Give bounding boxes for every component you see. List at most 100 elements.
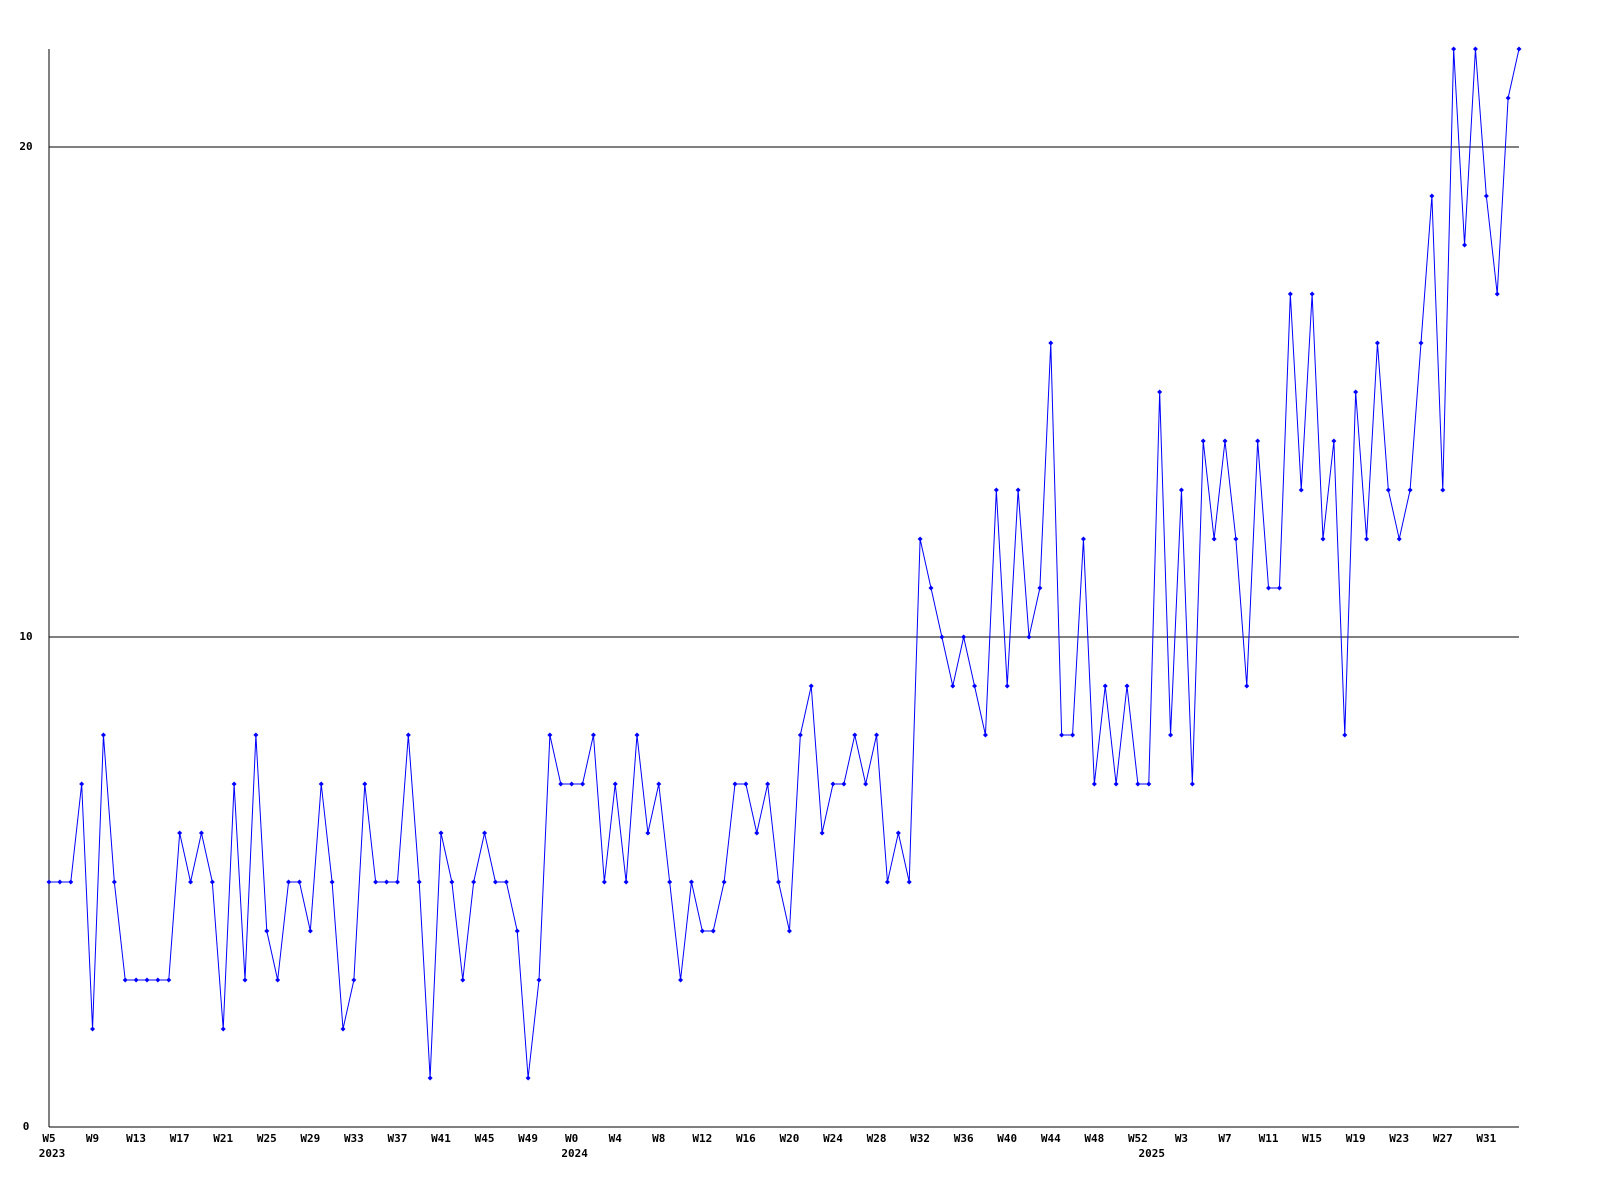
data-point <box>394 879 400 885</box>
data-point <box>471 879 477 885</box>
x-tick-label: W52 <box>1128 1132 1148 1145</box>
data-point <box>928 585 934 591</box>
data-point <box>318 781 324 787</box>
x-tick-label: W37 <box>388 1132 408 1145</box>
data-point <box>830 781 836 787</box>
data-point <box>1233 536 1239 542</box>
x-tick-label: W9 <box>86 1132 99 1145</box>
x-tick-label: W11 <box>1259 1132 1279 1145</box>
data-point <box>580 781 586 787</box>
data-point <box>503 879 509 885</box>
x-tick-label: W0 <box>565 1132 578 1145</box>
data-point <box>678 977 684 983</box>
data-point <box>1266 585 1272 591</box>
data-point <box>972 683 978 689</box>
data-point <box>351 977 357 983</box>
data-point <box>819 830 825 836</box>
data-point <box>906 879 912 885</box>
data-point <box>405 732 411 738</box>
data-point <box>939 634 945 640</box>
x-tick-label: W17 <box>170 1132 190 1145</box>
data-point <box>1385 487 1391 493</box>
data-point <box>46 879 52 885</box>
data-point <box>1429 193 1435 199</box>
x-year-label: 2023 <box>39 1147 66 1160</box>
data-point <box>373 879 379 885</box>
x-tick-label: W21 <box>213 1132 233 1145</box>
data-point <box>1418 340 1424 346</box>
y-tick-label: 10 <box>19 630 32 643</box>
data-point <box>1276 585 1282 591</box>
data-point <box>667 879 673 885</box>
data-point <box>1244 683 1250 689</box>
data-point <box>1135 781 1141 787</box>
data-point <box>242 977 248 983</box>
data-point <box>1364 536 1370 542</box>
x-tick-label: W32 <box>910 1132 930 1145</box>
x-tick-label: W41 <box>431 1132 451 1145</box>
data-point <box>1440 487 1446 493</box>
data-point <box>558 781 564 787</box>
data-point <box>765 781 771 787</box>
data-point <box>111 879 117 885</box>
x-tick-label: W31 <box>1476 1132 1496 1145</box>
data-point <box>743 781 749 787</box>
x-tick-label: W15 <box>1302 1132 1322 1145</box>
data-point <box>384 879 390 885</box>
data-point <box>808 683 814 689</box>
data-point <box>1320 536 1326 542</box>
x-tick-label: W44 <box>1041 1132 1061 1145</box>
data-point <box>688 879 694 885</box>
data-point <box>1494 291 1500 297</box>
data-point <box>1026 634 1032 640</box>
data-point <box>612 781 618 787</box>
data-point <box>329 879 335 885</box>
data-point <box>1080 536 1086 542</box>
x-tick-label: W29 <box>300 1132 320 1145</box>
data-point <box>460 977 466 983</box>
data-point <box>57 879 63 885</box>
data-point <box>1309 291 1315 297</box>
data-point <box>786 928 792 934</box>
x-tick-label: W20 <box>780 1132 800 1145</box>
data-point <box>993 487 999 493</box>
data-point <box>1374 340 1380 346</box>
x-tick-label: W36 <box>954 1132 974 1145</box>
data-point <box>122 977 128 983</box>
data-point <box>1102 683 1108 689</box>
data-point <box>100 732 106 738</box>
x-tick-label: W45 <box>475 1132 495 1145</box>
x-year-label: 2024 <box>561 1147 588 1160</box>
x-tick-label: W13 <box>126 1132 146 1145</box>
data-point <box>362 781 368 787</box>
x-tick-label: W33 <box>344 1132 364 1145</box>
data-point <box>1189 781 1195 787</box>
data-point <box>1472 46 1478 52</box>
data-point <box>340 1026 346 1032</box>
data-point <box>569 781 575 787</box>
data-point <box>427 1075 433 1081</box>
data-point <box>525 1075 531 1081</box>
data-point <box>1157 389 1163 395</box>
x-tick-label: W4 <box>609 1132 623 1145</box>
data-point <box>220 1026 226 1032</box>
data-point <box>1015 487 1021 493</box>
x-tick-label: W8 <box>652 1132 665 1145</box>
data-point <box>1396 536 1402 542</box>
data-point <box>1037 585 1043 591</box>
x-year-label: 2025 <box>1139 1147 1166 1160</box>
data-point <box>1048 340 1054 346</box>
data-point <box>863 781 869 787</box>
data-point <box>1462 242 1468 248</box>
x-tick-label: W24 <box>823 1132 843 1145</box>
data-point <box>536 977 542 983</box>
data-point <box>1353 389 1359 395</box>
data-point <box>1091 781 1097 787</box>
data-point <box>1070 732 1076 738</box>
data-point <box>982 732 988 738</box>
x-tick-label: W12 <box>692 1132 712 1145</box>
data-point <box>1255 438 1261 444</box>
data-point <box>623 879 629 885</box>
